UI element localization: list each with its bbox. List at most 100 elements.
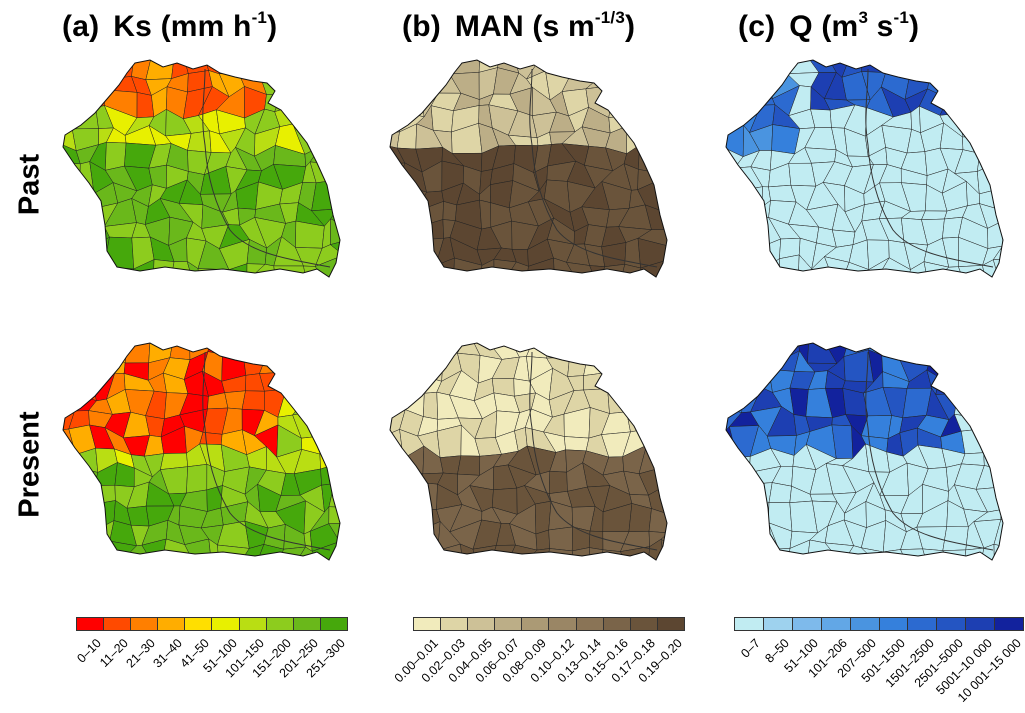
subbasins bbox=[726, 60, 1003, 301]
subbasin bbox=[749, 502, 770, 524]
subbasin bbox=[741, 206, 763, 220]
subbasin bbox=[658, 435, 667, 459]
subbasin bbox=[991, 164, 1003, 189]
subbasin bbox=[812, 280, 836, 301]
map-ks-past bbox=[62, 59, 355, 300]
subbasin bbox=[879, 343, 903, 356]
legend-swatch bbox=[522, 618, 550, 630]
subbasin bbox=[187, 130, 212, 153]
subbasin bbox=[336, 351, 340, 383]
subbasin bbox=[493, 259, 517, 277]
row-label-past: Past bbox=[13, 153, 46, 216]
subbasin bbox=[588, 530, 604, 551]
subbasin bbox=[917, 60, 941, 80]
legend-swatch bbox=[77, 618, 105, 630]
subbasin bbox=[63, 186, 80, 207]
subbasin bbox=[736, 90, 762, 111]
main-river bbox=[529, 351, 658, 551]
legend-swatch bbox=[495, 618, 523, 630]
subbasin bbox=[292, 104, 321, 126]
subbasin bbox=[63, 216, 81, 250]
subbasin bbox=[333, 464, 340, 487]
main-river bbox=[202, 351, 331, 551]
subbasin bbox=[935, 377, 962, 395]
subbasin bbox=[961, 352, 986, 380]
subbasin bbox=[390, 91, 402, 111]
subbasin bbox=[657, 393, 667, 420]
subbasin bbox=[390, 162, 406, 195]
subbasin bbox=[905, 60, 930, 80]
subbasin bbox=[601, 242, 627, 267]
subbasin bbox=[145, 60, 175, 80]
subbasin bbox=[242, 343, 268, 355]
subbasin bbox=[415, 256, 444, 277]
panel-title-man: (b) MAN (s m-1/3) bbox=[402, 8, 636, 43]
catchment-outline bbox=[62, 59, 341, 278]
subbasin bbox=[219, 60, 239, 75]
subbasin bbox=[964, 68, 983, 90]
subbasin bbox=[317, 274, 333, 277]
subbasin bbox=[259, 353, 282, 374]
subbasin bbox=[66, 261, 99, 277]
subbasin bbox=[63, 107, 73, 136]
subbasin bbox=[241, 390, 265, 411]
subbasin bbox=[236, 60, 262, 80]
subbasin bbox=[333, 343, 340, 365]
subbasin bbox=[413, 343, 445, 364]
subbasin bbox=[768, 482, 792, 503]
subbasin bbox=[330, 86, 340, 117]
subbasin bbox=[255, 563, 286, 581]
subbasin bbox=[390, 198, 408, 226]
subbasin bbox=[998, 486, 1003, 511]
subbasin bbox=[793, 278, 813, 298]
subbasin bbox=[311, 85, 340, 119]
subbasin bbox=[736, 456, 751, 476]
legend-label: 21–30 bbox=[123, 636, 158, 671]
subbasin bbox=[526, 278, 554, 300]
subbasin bbox=[657, 466, 667, 488]
subbasin bbox=[330, 280, 355, 300]
subbasin bbox=[731, 483, 758, 508]
subbasin bbox=[328, 145, 340, 167]
subbasin bbox=[991, 110, 1003, 127]
subbasin bbox=[961, 88, 974, 114]
subbasin bbox=[328, 506, 340, 524]
subbasin bbox=[452, 286, 482, 301]
subbasin bbox=[657, 410, 667, 438]
map-q-present bbox=[725, 342, 1004, 561]
subbasin bbox=[435, 557, 464, 560]
subbasin bbox=[436, 424, 462, 458]
subbasin bbox=[642, 276, 666, 277]
subbasin bbox=[220, 278, 247, 300]
subbasin bbox=[435, 257, 455, 277]
subbasin bbox=[944, 343, 968, 359]
legend-swatch bbox=[185, 618, 213, 630]
subbasin bbox=[726, 520, 735, 553]
subbasin bbox=[63, 484, 70, 504]
subbasin bbox=[79, 220, 96, 250]
subbasin bbox=[607, 368, 629, 399]
subbasin bbox=[604, 343, 629, 360]
subbasin bbox=[957, 371, 989, 396]
subbasin bbox=[104, 559, 132, 560]
subbasin bbox=[421, 521, 441, 551]
catchment-outline bbox=[725, 59, 1004, 278]
subbasin bbox=[656, 343, 667, 361]
subbasin bbox=[629, 60, 647, 71]
subbasin bbox=[390, 372, 407, 398]
legend-swatch bbox=[937, 618, 967, 630]
subbasin bbox=[726, 109, 745, 127]
subbasin bbox=[218, 556, 245, 560]
subbasin bbox=[878, 273, 907, 277]
subbasin bbox=[655, 556, 667, 560]
legend-swatch bbox=[908, 618, 938, 630]
subbasin bbox=[546, 343, 573, 359]
subbasin bbox=[659, 160, 667, 183]
legend-swatch bbox=[657, 618, 684, 630]
subbasin bbox=[333, 426, 340, 458]
legend-swatch bbox=[821, 618, 851, 630]
subbasin bbox=[976, 274, 1003, 277]
subbasin bbox=[726, 95, 745, 112]
subbasin bbox=[412, 219, 444, 241]
subbasin bbox=[740, 248, 764, 271]
